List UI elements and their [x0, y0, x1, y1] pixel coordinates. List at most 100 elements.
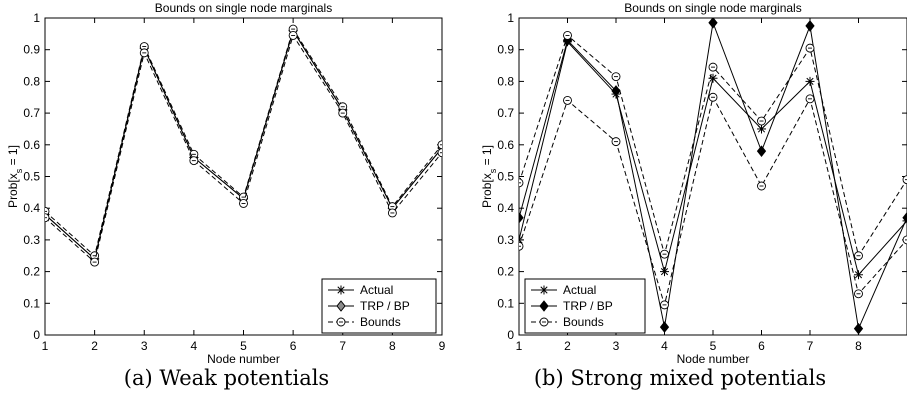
x-tick-label: 4: [661, 339, 668, 353]
y-axis-label-main: Prob[x: [6, 173, 20, 208]
series-3-point: [519, 241, 524, 251]
star-stroke: [337, 286, 345, 294]
star-stroke: [806, 77, 814, 85]
y-tick-label: 0.6: [23, 138, 40, 152]
legend-label: Actual: [563, 283, 596, 297]
series-0-point: [854, 270, 863, 280]
y-tick-label: 0.3: [497, 233, 514, 247]
series-3-point: [708, 92, 718, 102]
x-tick-label: 3: [613, 339, 620, 353]
y-tick-label: 0.9: [23, 43, 40, 57]
x-axis-label: Node number: [207, 352, 280, 366]
y-tick-label: 0.8: [23, 74, 40, 88]
star-stroke: [660, 268, 669, 276]
y-tick-label: 0.9: [497, 43, 514, 57]
star-stroke: [757, 125, 766, 133]
y-tick-label: 0.8: [497, 74, 514, 88]
legend-marker: [336, 300, 346, 312]
x-tick-label: 6: [290, 339, 297, 353]
series-2-point: [805, 43, 815, 53]
y-tick-label: 0.5: [23, 170, 40, 184]
series-0-point: [805, 76, 815, 86]
series-3-point: [239, 198, 248, 208]
series-3-point: [90, 257, 100, 267]
series-3-point: [805, 94, 815, 104]
x-axis-label: Node number: [677, 352, 750, 366]
caption-b: (b) Strong mixed potentials: [533, 366, 827, 390]
star-stroke: [519, 236, 523, 241]
series-3-point: [338, 108, 348, 118]
y-tick-label: 0.7: [497, 106, 514, 120]
series-2-point: [437, 140, 442, 150]
y-axis-label-sub: s: [488, 168, 498, 173]
series-2-point: [757, 116, 766, 126]
y-tick-label: 0.2: [23, 265, 40, 279]
series-3-point: [189, 156, 199, 166]
series-3-point: [854, 289, 863, 299]
y-tick-label: 0: [33, 328, 40, 342]
series-line-3: [519, 95, 907, 307]
series-3-point: [611, 137, 621, 147]
series-2-point: [45, 206, 50, 216]
star-stroke: [854, 271, 863, 279]
caption-a: (a) Weak potentials: [123, 366, 330, 390]
series-3-point: [563, 95, 572, 105]
plot-area: [519, 18, 907, 335]
y-tick-label: 0.3: [23, 233, 40, 247]
x-tick-label: 2: [564, 339, 571, 353]
star-stroke: [519, 239, 523, 244]
series-1-point: [519, 211, 524, 224]
series-3-point: [288, 30, 298, 40]
series-2-point: [708, 62, 718, 72]
legend-label: TRP / BP: [360, 299, 410, 313]
y-tick-label: 0.6: [497, 138, 514, 152]
series-3-point: [902, 235, 907, 245]
x-tick-label: 8: [389, 339, 396, 353]
y-axis-label-tail: = 1]: [480, 145, 494, 169]
chart-title: Bounds on single node marginals: [155, 1, 332, 15]
star-stroke: [709, 74, 717, 82]
star-stroke: [540, 286, 548, 294]
legend: Actual TRP / BP Bounds: [321, 278, 437, 334]
series-0-point: [757, 124, 766, 134]
series-2-point: [660, 249, 669, 259]
series-0-point: [519, 235, 524, 245]
series-3-point: [387, 208, 397, 218]
legend-marker: [336, 317, 346, 327]
y-axis-label-sub: s: [14, 168, 24, 173]
series-2-point: [288, 24, 298, 34]
y-tick-label: 0.1: [23, 296, 40, 310]
plot-area: [45, 24, 442, 267]
series-line-0: [45, 29, 442, 260]
series-2-point: [902, 175, 907, 185]
series-2-point: [519, 178, 524, 188]
series-3-point: [757, 181, 766, 191]
series-1-point: [805, 20, 815, 32]
y-tick-label: 0.1: [497, 296, 514, 310]
series-3-point: [437, 148, 442, 158]
legend-marker: [336, 285, 346, 295]
x-tick-label: 9: [439, 339, 446, 353]
x-tick-label: 6: [758, 339, 765, 353]
legend-marker: [539, 317, 549, 327]
series-2-point: [563, 30, 572, 40]
series-1-point: [756, 145, 767, 157]
x-tick-label: 3: [141, 339, 148, 353]
series-line-3: [45, 34, 442, 264]
y-axis-label: Prob[xs = 1]: [6, 145, 24, 208]
series-1-point: [853, 322, 864, 335]
y-tick-label: 0.4: [497, 201, 514, 215]
legend-label: Actual: [360, 283, 393, 297]
chart-b: Bounds on single node marginals 1 2 3 4 5 6 7 8 0…: [480, 1, 907, 366]
x-tick-label: 1: [42, 339, 49, 353]
x-tick-label: 2: [91, 339, 98, 353]
series-3-point: [660, 300, 669, 310]
x-tick-label: 4: [191, 339, 198, 353]
legend-marker: [539, 300, 549, 312]
series-1-point: [708, 18, 718, 29]
chart-panel-a: Bounds on single node marginals 1 2 3 4 5 6 7 8 9…: [0, 0, 453, 404]
legend: Actual TRP / BP Bounds: [524, 278, 646, 334]
x-tick-label: 8: [855, 339, 862, 353]
y-tick-label: 1: [507, 11, 514, 25]
legend-label: Bounds: [563, 315, 604, 329]
